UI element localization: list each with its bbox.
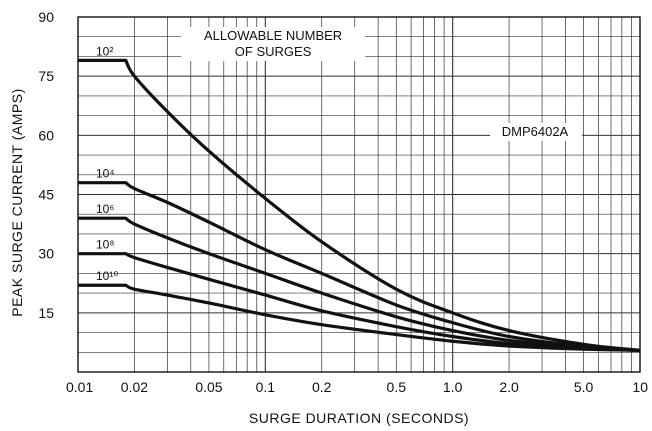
series-line-2 bbox=[78, 181, 641, 352]
x-axis-title: SURGE DURATION (SECONDS) bbox=[249, 410, 469, 426]
series-line-5 bbox=[78, 283, 641, 352]
y-tick-label: 90 bbox=[38, 9, 54, 25]
x-tick-label: 0.05 bbox=[195, 379, 222, 395]
x-tick-label: 0.5 bbox=[387, 379, 407, 395]
x-tick-label: 0.01 bbox=[66, 379, 93, 395]
x-tick-label: 2.0 bbox=[499, 379, 519, 395]
x-tick-label: 10 bbox=[632, 379, 648, 395]
x-tick-labels: 0.01 0.02 0.05 0.1 0.2 0.5 1.0 2.0 5.0 10 bbox=[66, 379, 648, 395]
legend-box-line-1: ALLOWABLE NUMBER bbox=[204, 28, 342, 43]
y-tick-labels: 15 30 45 60 75 90 bbox=[38, 9, 54, 321]
y-tick-label: 30 bbox=[38, 246, 54, 262]
x-tick-label: 0.1 bbox=[256, 379, 276, 395]
curve-labels: 10² 10⁴ 10⁶ 10⁸ 10¹⁰ bbox=[96, 44, 118, 283]
x-tick-label: 0.02 bbox=[121, 379, 148, 395]
curves bbox=[78, 58, 641, 352]
x-tick-label: 0.2 bbox=[312, 379, 332, 395]
series-line-1 bbox=[78, 58, 641, 352]
y-tick-label: 75 bbox=[38, 68, 54, 84]
x-tick-label: 5.0 bbox=[574, 379, 594, 395]
legend-box-line-2: OF SURGES bbox=[235, 44, 312, 59]
series-label-1: 10² bbox=[96, 44, 113, 58]
y-tick-label: 45 bbox=[38, 187, 54, 203]
y-tick-label: 15 bbox=[38, 305, 54, 321]
legend-box-background bbox=[181, 27, 366, 61]
y-tick-label: 60 bbox=[38, 127, 54, 143]
series-label-3: 10⁶ bbox=[96, 202, 114, 216]
series-label-4: 10⁸ bbox=[96, 238, 114, 252]
x-tick-label: 1.0 bbox=[443, 379, 463, 395]
series-line-4 bbox=[78, 252, 641, 352]
series-label-5: 10¹⁰ bbox=[96, 269, 118, 283]
series-line-3 bbox=[78, 216, 641, 352]
plot-frame bbox=[77, 16, 641, 373]
series-label-2: 10⁴ bbox=[96, 167, 115, 181]
y-axis-title: PEAK SURGE CURRENT (AMPS) bbox=[9, 88, 25, 317]
part-number-background bbox=[490, 123, 582, 141]
part-number-label: DMP6402A bbox=[502, 124, 569, 139]
